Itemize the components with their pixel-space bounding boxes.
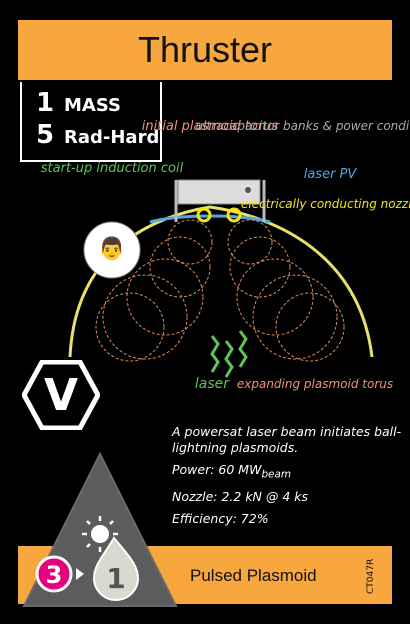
stat-radhard-value: 5 [36, 120, 55, 150]
type-badge-letter: V [44, 370, 78, 421]
bottom-label: Pulsed Plasmoid [190, 566, 317, 585]
description-power: Power: 60 MWbeam [172, 462, 404, 483]
label-initial-plasmoid: initial plasmoid torus [142, 119, 279, 134]
right-number: 1 [106, 562, 125, 595]
label-nozzle: electrically conducting nozzle [241, 197, 410, 211]
stat-mass: 1 MASS [36, 88, 121, 118]
stat-mass-label: MASS [64, 95, 121, 116]
astronaut-scale [83, 221, 141, 279]
card-code: CT047R [366, 558, 376, 594]
power-sub: beam [261, 468, 291, 481]
power-prefix: Power: 60 MW [172, 462, 262, 477]
induction-coil-left [196, 207, 212, 223]
stat-mass-value: 1 [36, 88, 55, 118]
title-bar: Thruster [18, 20, 392, 80]
type-badge: V [22, 360, 100, 430]
label-laser: laser [195, 376, 230, 392]
label-startup-coil: start-up induction coil [41, 161, 184, 176]
label-laser-pv: laser PV [304, 167, 358, 182]
description-nozzle: Nozzle: 2.2 kN @ 4 ks [172, 488, 309, 504]
magenta-circle [35, 555, 73, 593]
resource-triangle: 3 1 [22, 451, 178, 607]
left-number: 3 [46, 561, 63, 589]
nozzle-shape [68, 205, 374, 358]
stat-radhard: 5 Rad-Hard [36, 120, 159, 150]
stats-box: 1 MASS 5 Rad-Hard [20, 82, 162, 162]
arrow-icon [76, 568, 84, 580]
drop-icon [92, 536, 140, 601]
card-title: Thruster [137, 29, 273, 70]
stat-radhard-label: Rad-Hard [64, 127, 160, 148]
thruster-diagram: 👨 initial plasmoid torus ultracapacitor … [41, 119, 410, 392]
description-efficiency: Efficiency: 72% [172, 510, 269, 526]
description: A powersat laser beam initiates ball-lig… [172, 424, 404, 533]
label-ultracapacitor: ultracapacitor banks & power conditioner [195, 119, 410, 133]
laser-beams [210, 330, 248, 378]
induction-coil-right [226, 207, 242, 223]
description-line1: A powersat laser beam initiates ball-lig… [172, 424, 402, 455]
label-expanding-plasmoid: expanding plasmoid torus [237, 377, 393, 391]
svg-text:👨: 👨 [98, 236, 125, 262]
plasmoid-rings [95, 219, 345, 362]
